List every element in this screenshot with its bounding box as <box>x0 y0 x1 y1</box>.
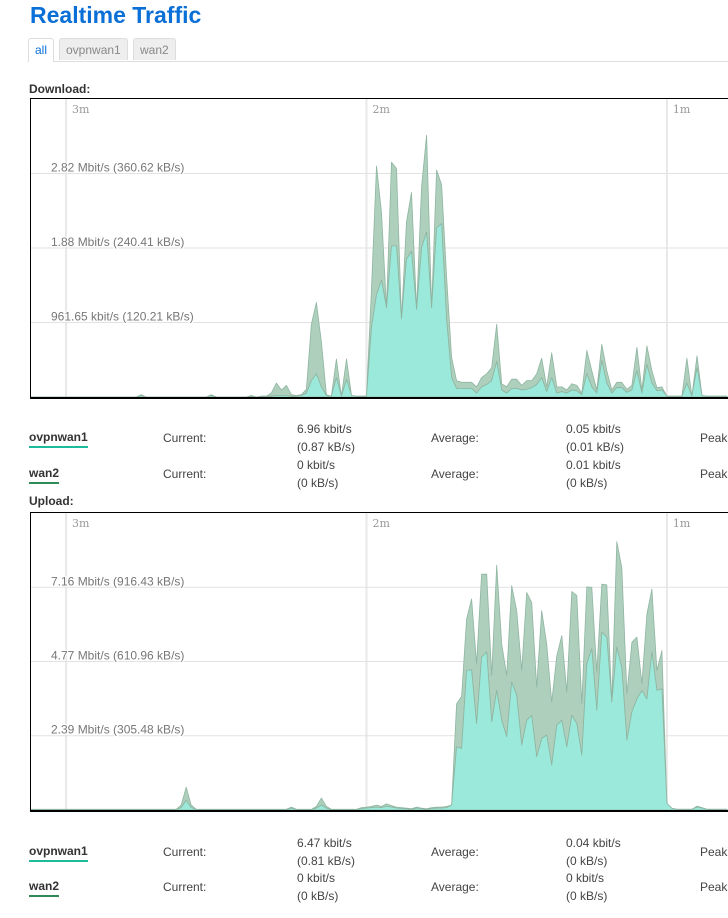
average-label: Average: <box>431 467 479 481</box>
series-area-ovpnwan1 <box>31 223 728 397</box>
download-label: Download: <box>29 82 91 96</box>
value-gridline-label: 2.39 Mbit/s (305.48 kB/s) <box>51 723 184 737</box>
time-tick-label: 3m <box>72 517 90 530</box>
current-label: Current: <box>163 880 207 894</box>
current-label: Current: <box>163 431 207 445</box>
time-tick-label: 3m <box>72 103 90 116</box>
average-kb-value: (0 kB/s) <box>566 854 608 868</box>
interface-name: wan2 <box>29 465 60 484</box>
current-kbit-value: 0 kbit/s <box>297 458 336 472</box>
time-tick-label: 2m <box>372 517 390 530</box>
current-kb-value: (0 kB/s) <box>297 889 339 903</box>
value-gridline-label: 4.77 Mbit/s (610.96 kB/s) <box>51 648 184 662</box>
peak-label: Peak <box>700 431 728 445</box>
average-label: Average: <box>431 880 479 894</box>
value-gridline-label: 7.16 Mbit/s (916.43 kB/s) <box>51 574 184 588</box>
average-kbit-value: 0.01 kbit/s <box>566 458 621 472</box>
value-gridline-label: 961.65 kbit/s (120.21 kB/s) <box>51 309 194 323</box>
average-label: Average: <box>431 845 479 859</box>
interface-tabs: all ovpnwan1 wan2 <box>28 38 728 62</box>
average-kb-value: (0.01 kB/s) <box>566 440 625 454</box>
interface-name: ovpnwan1 <box>29 429 88 448</box>
current-kb-value: (0 kB/s) <box>297 476 339 490</box>
current-label: Current: <box>163 467 207 481</box>
time-tick-label: 2m <box>372 103 390 116</box>
average-kb-value: (0 kB/s) <box>566 476 608 490</box>
current-kb-value: (0.81 kB/s) <box>297 854 356 868</box>
interface-name: ovpnwan1 <box>29 843 88 862</box>
peak-label: Peak <box>700 880 728 894</box>
current-kbit-value: 0 kbit/s <box>297 871 336 885</box>
chart-svg: 3m 2m 1m 961.65 kbit/s (120.21 kB/s) 1.88 Mb… <box>31 99 728 397</box>
upload-chart: 3m 2m 1m 2.39 Mbit/s (305.48 kB/s) 4.77 Mbit… <box>30 512 728 812</box>
average-kb-value: (0 kB/s) <box>566 889 608 903</box>
peak-label: Peak <box>700 467 728 481</box>
time-tick-label: 1m <box>673 517 691 530</box>
series-area-ovpnwan1 <box>31 631 728 810</box>
current-kbit-value: 6.47 kbit/s <box>297 836 352 850</box>
time-tick-label: 1m <box>673 103 691 116</box>
current-kbit-value: 6.96 kbit/s <box>297 422 352 436</box>
tab-ovpnwan1[interactable]: ovpnwan1 <box>59 38 128 60</box>
chart-svg: 3m 2m 1m 2.39 Mbit/s (305.48 kB/s) 4.77 Mbit… <box>31 513 728 810</box>
average-kbit-value: 0.04 kbit/s <box>566 836 621 850</box>
current-label: Current: <box>163 845 207 859</box>
value-gridline-label: 2.82 Mbit/s (360.62 kB/s) <box>51 161 184 175</box>
value-gridline-label: 1.88 Mbit/s (240.41 kB/s) <box>51 235 184 249</box>
peak-label: Peak <box>700 845 728 859</box>
tab-wan2[interactable]: wan2 <box>133 38 176 60</box>
average-kbit-value: 0 kbit/s <box>566 871 605 885</box>
page-title: Realtime Traffic <box>30 2 202 28</box>
interface-name: wan2 <box>29 878 60 897</box>
upload-label: Upload: <box>29 494 74 508</box>
download-chart: 3m 2m 1m 961.65 kbit/s (120.21 kB/s) 1.88 Mb… <box>30 98 728 399</box>
tab-all[interactable]: all <box>28 38 55 62</box>
average-kbit-value: 0.05 kbit/s <box>566 422 621 436</box>
current-kb-value: (0.87 kB/s) <box>297 440 356 454</box>
average-label: Average: <box>431 431 479 445</box>
